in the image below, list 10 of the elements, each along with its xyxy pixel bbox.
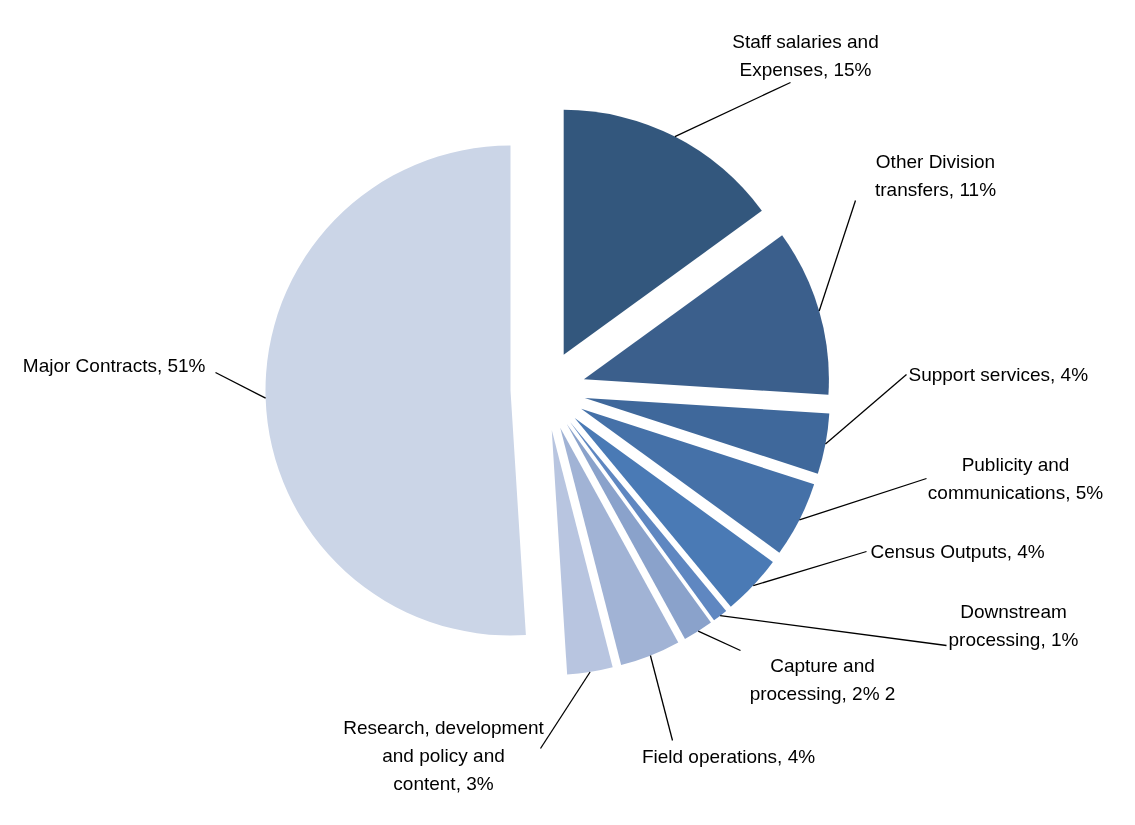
slice-label: Research, development and policy and content, 3% bbox=[343, 716, 545, 795]
slice-label: Major Contracts, 51% bbox=[22, 355, 206, 376]
slice-label: Staff salaries and Expenses, 15% bbox=[732, 30, 879, 81]
slice-label: Other Division transfers, 11% bbox=[874, 150, 997, 201]
slice-label: Capture and processing, 2% 2 bbox=[749, 654, 896, 705]
slice-label: Support services, 4% bbox=[908, 364, 1089, 385]
slice-label: Census Outputs, 4% bbox=[870, 541, 1045, 562]
slice-label: Downstream processing, 1% bbox=[948, 600, 1079, 651]
slice-label: Field operations, 4% bbox=[641, 746, 816, 767]
slice-label: Publicity and communications, 5% bbox=[927, 453, 1104, 504]
